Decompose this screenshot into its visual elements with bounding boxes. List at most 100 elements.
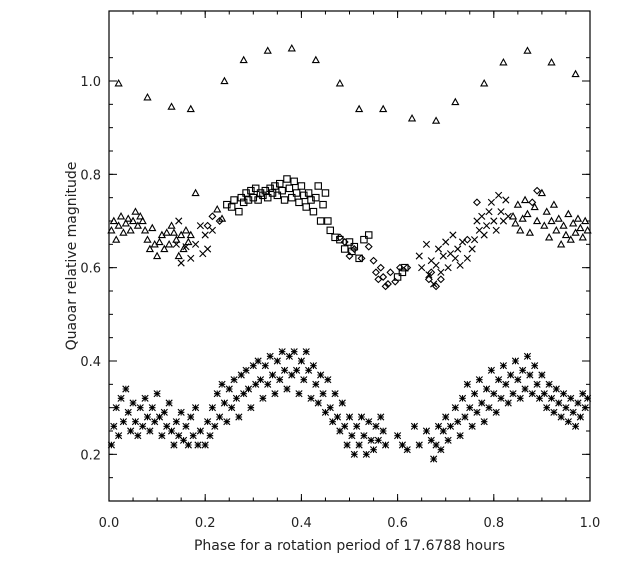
- triangle-point: [167, 102, 176, 110]
- triangle-point: [573, 214, 583, 222]
- asterisk-point: [184, 441, 192, 449]
- square-point: [278, 186, 286, 195]
- asterisk-point: [283, 385, 291, 393]
- square-point: [239, 198, 248, 207]
- triangle-point: [191, 188, 200, 197]
- triangle-point: [138, 216, 147, 225]
- asterisk-point: [302, 348, 310, 356]
- diamond-point: [357, 254, 366, 263]
- asterisk-point: [480, 418, 488, 426]
- square-point: [227, 203, 236, 211]
- data-points: [107, 44, 592, 463]
- x-point: [458, 238, 467, 246]
- asterisk-point: [490, 390, 498, 398]
- asterisk-point: [444, 436, 452, 444]
- square-point: [254, 196, 262, 204]
- triangle-point: [540, 221, 549, 229]
- asterisk-point: [475, 376, 483, 384]
- x-point: [432, 261, 440, 269]
- square-point: [304, 189, 313, 197]
- x-point: [497, 208, 505, 216]
- x-point: [175, 217, 183, 225]
- asterisk-point: [242, 366, 250, 374]
- triangle-point: [451, 97, 460, 106]
- x-point: [172, 240, 180, 248]
- triangle-point: [119, 228, 128, 236]
- square-point: [268, 189, 277, 197]
- asterisk-point: [336, 427, 344, 435]
- asterisk-point: [403, 446, 411, 454]
- triangle-point: [581, 216, 590, 225]
- triangle-point: [571, 69, 580, 78]
- square-point: [280, 196, 289, 204]
- asterisk-point: [552, 385, 560, 393]
- triangle-point: [155, 237, 164, 246]
- asterisk-point: [432, 441, 440, 449]
- square-point: [288, 193, 296, 202]
- triangle-point: [162, 228, 171, 236]
- asterisk-point: [129, 399, 137, 407]
- asterisk-point: [499, 362, 508, 370]
- asterisk-point: [543, 404, 551, 412]
- triangle-point: [578, 233, 587, 241]
- asterisk-point: [434, 422, 443, 430]
- asterisk-point: [143, 413, 152, 421]
- triangle-point: [532, 216, 542, 225]
- asterisk-point: [350, 450, 358, 458]
- asterisk-point: [377, 413, 385, 421]
- square-point: [230, 196, 238, 204]
- square-point: [319, 200, 327, 209]
- x-point: [502, 196, 510, 204]
- asterisk-point: [326, 404, 334, 412]
- asterisk-point: [461, 413, 469, 421]
- asterisk-point: [172, 418, 180, 426]
- triangle-point: [480, 79, 489, 87]
- triangle-point: [107, 226, 116, 234]
- triangle-point: [542, 207, 551, 215]
- x-point: [495, 191, 503, 199]
- asterisk-point: [179, 436, 188, 444]
- x-tick-label: 0.0: [99, 516, 120, 531]
- asterisk-point: [341, 422, 349, 430]
- x-point: [442, 238, 450, 246]
- asterisk-point: [574, 399, 582, 407]
- asterisk-point: [526, 371, 534, 379]
- triangle-point: [148, 223, 157, 232]
- asterisk-point: [567, 394, 575, 402]
- triangle-point: [124, 214, 133, 222]
- triangle-point: [114, 79, 123, 87]
- diamond-point: [533, 186, 542, 195]
- asterisk-point: [119, 418, 128, 426]
- asterisk-point: [187, 413, 195, 421]
- x-point: [204, 245, 212, 253]
- triangle-point: [547, 216, 556, 225]
- asterisk-point: [266, 352, 274, 360]
- asterisk-point: [307, 394, 315, 402]
- asterisk-point: [254, 357, 262, 365]
- square-point: [312, 193, 320, 202]
- x-point: [480, 231, 488, 239]
- x-point: [422, 240, 431, 248]
- asterisk-point: [333, 413, 342, 421]
- triangle-point: [513, 200, 522, 208]
- asterisk-point: [446, 422, 455, 430]
- triangle-point: [143, 93, 152, 101]
- triangle-point: [121, 219, 130, 227]
- x-point: [456, 261, 464, 269]
- asterisk-point: [463, 380, 471, 388]
- x-point: [425, 271, 433, 279]
- x-point: [208, 226, 217, 234]
- asterisk-point: [278, 348, 286, 356]
- asterisk-point: [362, 450, 370, 458]
- asterisk-point: [430, 455, 438, 463]
- triangle-point: [128, 216, 138, 225]
- x-point: [187, 254, 195, 262]
- x-point: [437, 268, 445, 276]
- asterisk-point: [555, 399, 563, 407]
- axes: 0.0 0.2 0.4 0.6 0.8 1.0 0.2 0.4 0.6 0.8 1.0: [80, 11, 600, 531]
- triangle-point: [576, 223, 585, 232]
- asterisk-point: [117, 394, 125, 402]
- asterisk-point: [348, 432, 356, 440]
- triangle-point: [525, 228, 535, 236]
- asterisk-point: [256, 376, 265, 384]
